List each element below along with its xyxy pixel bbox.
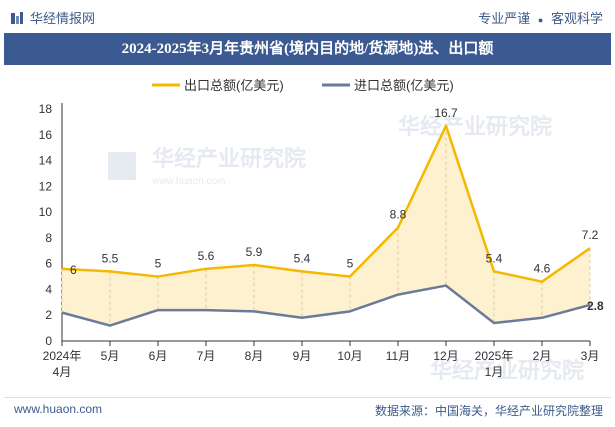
watermark-text-2: 华经产业研究院	[398, 114, 552, 139]
export-data-label: 5.6	[198, 249, 215, 263]
export-data-label: 5	[347, 257, 354, 271]
import-series-line	[61, 284, 591, 327]
watermark-text-1: 华经产业研究院	[152, 146, 306, 171]
x-tick-label: 11月	[386, 349, 410, 363]
x-tick-label: 12月	[433, 349, 458, 363]
brand-logo-icon	[11, 11, 23, 24]
export-data-label: 5.4	[294, 251, 311, 265]
watermark-text-3: 华经产业研究院	[430, 358, 584, 383]
y-tick-label: 0	[45, 334, 52, 348]
legend-import-label: 进口总额(亿美元)	[354, 78, 454, 93]
footer-divider	[4, 397, 611, 398]
export-data-label: 16.7	[434, 106, 458, 120]
x-tick-label-month: 1月	[485, 365, 504, 379]
export-series-line	[61, 124, 591, 283]
x-tick-label: 6月	[149, 349, 168, 363]
x-tick-label-year: 2025年	[475, 349, 514, 363]
y-axis: 0 2 4 6 8 10 12 14 16 18	[39, 102, 63, 348]
x-tick-label: 7月	[197, 349, 216, 363]
bullet-icon: ●	[537, 14, 544, 25]
y-tick-label: 12	[39, 179, 53, 193]
legend-export-label: 出口总额(亿美元)	[184, 78, 284, 93]
x-tick-label: 5月	[101, 349, 120, 363]
top-bar: 华经情报网 专业严谨 ● 客观科学	[0, 0, 615, 32]
area-between-series	[62, 125, 590, 326]
y-tick-label: 10	[39, 205, 53, 219]
data-labels: 6 5.5 5 5.6 5.9 5.4 5 8.8 16.7 5.4 4.6 7.2 2.8	[70, 106, 604, 313]
export-data-label: 7.2	[582, 228, 599, 242]
watermark-logo-icon	[108, 152, 136, 180]
y-tick-label: 14	[39, 154, 53, 168]
brand: 华经情报网	[10, 8, 95, 27]
x-tick-label: 10月	[337, 349, 362, 363]
chart-title: 2024-2025年3月年贵州省(境内目的地/货源地)进、出口额	[4, 33, 611, 65]
x-tick-label-year: 2024年	[43, 349, 82, 363]
footer-website: www.huaon.com	[14, 402, 103, 416]
series-lines	[61, 124, 591, 327]
y-tick-label: 4	[45, 282, 52, 296]
x-tick-label-month: 4月	[53, 365, 72, 379]
export-data-label: 8.8	[390, 208, 407, 222]
y-tick-label: 16	[39, 128, 53, 142]
watermark-url-1: www.huaon.com	[151, 176, 225, 187]
x-tick-label: 3月	[581, 349, 600, 363]
line-chart: 华经产业研究院 www.huaon.com 华经产业研究院 华经产业研究院 出口…	[39, 78, 604, 383]
footer-source: 数据来源：中国海关，华经产业研究院整理	[374, 404, 603, 418]
x-axis: 2024年 4月 5月 6月 7月 8月 9月 10月 11月 12月 2025年 1月 2月 3月	[43, 340, 600, 379]
y-tick-label: 8	[45, 231, 52, 245]
watermark-group: 华经产业研究院 www.huaon.com 华经产业研究院 华经产业研究院	[108, 114, 584, 383]
export-data-label: 5	[155, 257, 162, 271]
legend: 出口总额(亿美元) 进口总额(亿美元)	[152, 78, 454, 93]
export-data-label: 5.4	[486, 251, 503, 265]
slogan-left: 专业严谨	[478, 11, 531, 26]
slogan-right: 客观科学	[550, 11, 603, 26]
x-tick-label: 8月	[245, 349, 264, 363]
y-tick-label: 6	[45, 257, 52, 271]
area-fill	[62, 125, 590, 326]
export-data-label: 5.5	[102, 251, 119, 265]
x-tick-label: 9月	[293, 349, 312, 363]
brand-name: 华经情报网	[30, 11, 96, 26]
y-tick-label: 18	[39, 102, 53, 116]
export-data-label: 5.9	[246, 245, 263, 259]
x-tick-label: 2月	[533, 349, 552, 363]
export-data-label: 4.6	[534, 262, 551, 276]
drop-lines	[61, 125, 591, 326]
import-data-label: 2.8	[587, 299, 604, 313]
export-data-label: 6	[70, 263, 77, 277]
y-tick-label: 2	[45, 308, 52, 322]
slogan: 专业严谨 ● 客观科学	[478, 8, 603, 27]
